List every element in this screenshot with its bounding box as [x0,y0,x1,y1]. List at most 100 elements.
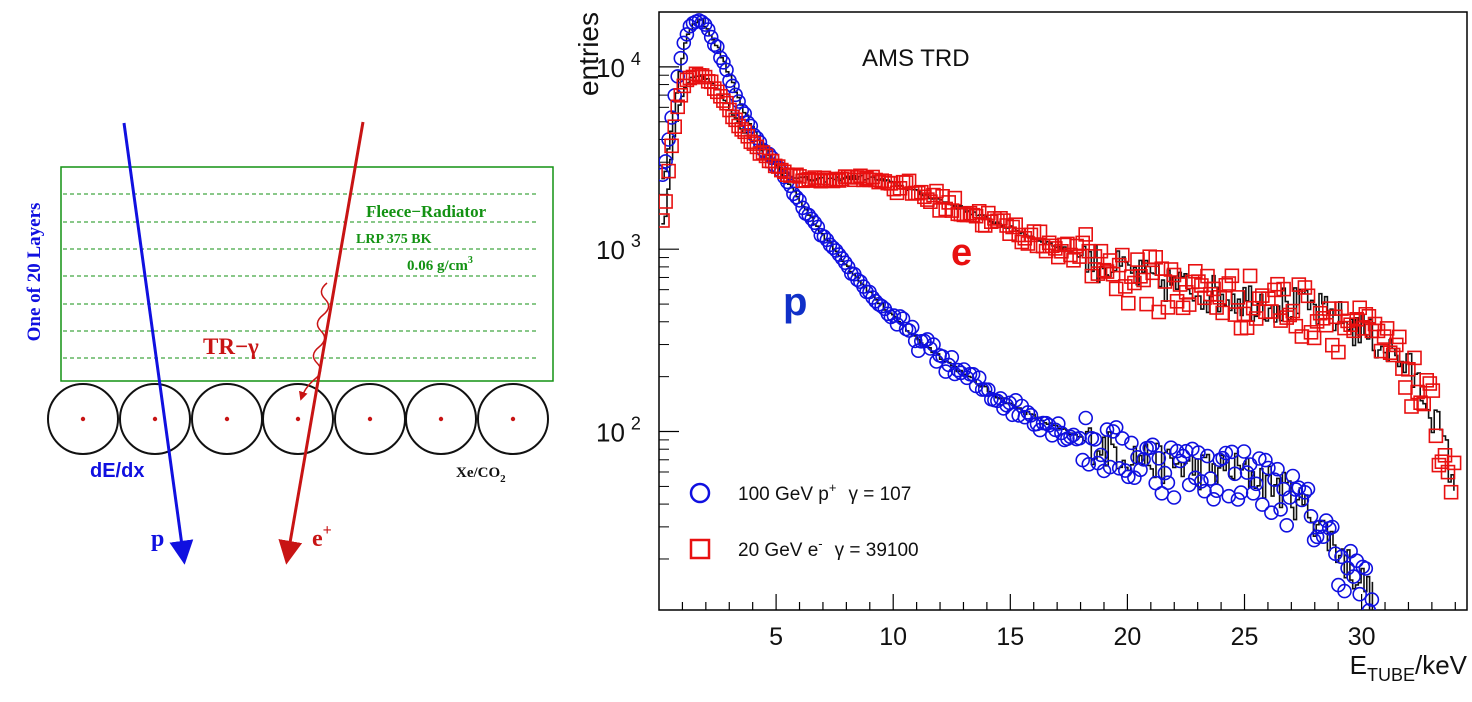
data-point-electron [1181,297,1197,312]
data-point-electron [1300,288,1316,304]
data-point-proton [1051,416,1066,431]
data-point-proton [1236,444,1252,459]
mc-histogram-proton [661,18,1374,610]
electron-curve-label: e [951,232,972,274]
data-point-proton [1297,484,1313,500]
tr-photon-wiggle [299,282,330,401]
data-point-electron [1121,295,1136,311]
data-point-proton [1160,475,1176,491]
data-point-proton [1224,444,1240,460]
data-point-electron [1111,257,1127,273]
data-point-electron [1267,282,1282,298]
data-point-proton [659,154,673,169]
data-point-electron [1428,428,1444,444]
data-point-proton [676,35,692,51]
proton-label: p [151,526,164,552]
data-point-electron [1318,317,1334,333]
data-point-proton [1245,485,1261,501]
positron-sup: + [323,522,332,539]
data-point-proton [1124,435,1139,451]
data-point-proton [709,39,725,55]
data-point-proton [1218,445,1234,461]
legend-marker-electron [689,538,711,560]
data-point-electron [664,138,679,154]
data-point-electron [661,163,676,179]
data-point-electron [1297,280,1313,295]
data-point-electron [1376,329,1392,344]
data-point-proton [1325,519,1340,535]
data-point-electron [1130,252,1145,267]
data-point-electron [1389,337,1404,353]
data-point-electron [1392,329,1407,345]
data-point-proton [1102,459,1118,475]
data-point-electron [947,190,963,206]
data-point-proton [1145,437,1160,453]
data-point-proton [1142,440,1157,456]
proton-curve-label: p [783,280,807,324]
data-point-electron [1331,344,1346,360]
data-point-electron [659,213,670,228]
data-point-proton [1255,497,1270,512]
data-point-proton [1099,422,1115,437]
y-tick-label: 10 2 [596,414,641,448]
radiator-fleece-lines [63,193,538,359]
data-point-proton [904,319,920,335]
data-point-proton [1248,476,1264,492]
data-point-electron [1242,268,1258,284]
data-point-electron [1407,350,1422,366]
data-point-electron [1379,321,1395,336]
data-point-proton [944,349,960,365]
legend: 100 GeV p+ γ = 107 20 GeV e-γ = 39100 [689,480,919,561]
straw-tube [262,383,334,455]
data-point-electron [1139,296,1154,312]
layer-label: One of 20 Layers [24,203,45,342]
data-point-electron [1236,306,1252,322]
data-point-proton [1300,481,1316,497]
data-point-proton [1197,483,1212,499]
data-point-proton [1306,532,1322,548]
data-point-proton [1115,431,1130,446]
x-axis-label-unit: /keV [1415,650,1468,680]
data-point-proton [1063,429,1078,445]
data-point-proton [1020,405,1036,420]
data-point-proton [1087,432,1103,447]
data-point-proton [1136,452,1151,467]
data-point-electron [1398,380,1413,395]
positron-track-arrow [278,121,365,565]
data-point-proton [1270,461,1285,477]
straw-tube [405,383,477,455]
data-point-electron [1188,263,1203,279]
data-point-electron [1078,227,1093,242]
data-point-proton [1261,460,1276,476]
data-point-electron [1108,281,1124,297]
data-point-electron [659,194,673,209]
data-point-proton [1105,424,1121,439]
x-tick-label: 10 [879,623,907,651]
data-point-proton [1352,586,1367,602]
x-tick-label: 20 [1113,623,1141,651]
data-point-proton [1279,517,1294,533]
trd-layer-diagram: One of 20 Layers Fleece−Radiator LRP 375… [24,121,554,565]
y-tick-label: 10 4 [596,49,641,83]
data-point-proton [1267,472,1282,488]
data-point-proton [807,215,823,230]
proton-track-arrow [122,122,194,565]
data-point-proton [1294,492,1310,508]
legend-proton-sup: + [829,480,837,495]
data-point-electron [1437,447,1453,463]
data-point-proton [1358,561,1374,576]
data-point-proton [1239,465,1255,480]
data-point-electron [1032,224,1048,240]
data-point-proton [1285,468,1301,484]
data-point-electron [1163,262,1179,277]
data-point-electron [1230,290,1246,305]
data-point-proton [1309,529,1325,545]
data-point-electron [1264,304,1279,319]
data-point-electron [1133,268,1148,284]
data-point-proton [1157,465,1173,481]
data-point-proton [1078,410,1093,426]
data-point-electron [1425,383,1441,398]
data-point-proton [1258,452,1273,468]
data-point-proton [837,255,853,271]
